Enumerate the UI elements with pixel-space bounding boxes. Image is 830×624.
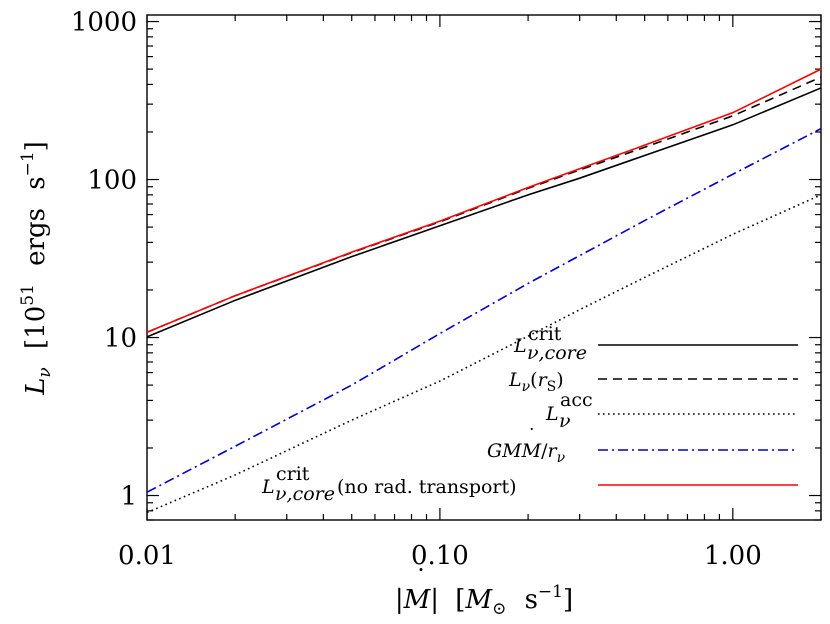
legend-label-crit: L <box>513 335 527 357</box>
legend-crit-sup: crit <box>528 323 562 345</box>
legend-label-norad: L <box>261 476 275 498</box>
x-label-unit-close: ] <box>563 585 573 615</box>
x-label-mdot: M <box>403 585 432 615</box>
x-label-unit-exp: −1 <box>538 582 563 602</box>
legend-rs-rsub: S <box>547 379 557 395</box>
legend-entry-acc: L acc ν <box>545 389 798 432</box>
y-axis-label: Lν [1051 ergs s−1] <box>10 141 57 396</box>
y-label-unit-exp: 51 <box>18 284 38 306</box>
axis-ticks <box>146 15 822 521</box>
series-line-crit <box>146 87 822 338</box>
x-tick-label: 0.01 <box>118 541 176 571</box>
series-line-gmm <box>146 127 822 493</box>
legend-label-gmm: GMM/rν <box>487 440 566 466</box>
legend-crit-sub: ν,core <box>527 342 587 364</box>
y-label-unit-close: ] <box>21 141 51 151</box>
x-axis-label: |M| [M⊙ s−1] <box>395 582 573 621</box>
legend-norad-sup: crit <box>276 463 310 485</box>
y-label-unit-open: [10 <box>21 306 51 349</box>
legend-crit-L: L <box>513 335 527 357</box>
legend-norad-L: L <box>261 476 275 498</box>
legend-label-acc: L <box>545 403 559 425</box>
legend-norad-sub: ν,core <box>275 483 335 505</box>
y-tick-label: 1000 <box>71 8 137 38</box>
legend-entry-crit: L crit ν,core <box>513 323 798 364</box>
y-label-unit-ergs: ergs <box>21 208 51 266</box>
series-layer <box>146 68 822 514</box>
legend: L crit ν,core Lν(rS) L acc ν GMM/rν <box>261 323 798 505</box>
legend-acc-L: L <box>545 403 559 425</box>
series-line-acc <box>146 194 822 514</box>
x-label-unit-s: s <box>525 585 538 615</box>
legend-rs-close: ) <box>556 369 563 391</box>
legend-label-rs: Lν(rS) <box>508 369 564 395</box>
legend-rs-open: ( <box>530 369 537 391</box>
legend-rs-L: L <box>508 369 522 391</box>
legend-norad-note: (no rad. transport) <box>337 476 517 498</box>
legend-gmm-r: r <box>548 440 559 462</box>
legend-gmm-M: M <box>521 440 542 462</box>
x-tick-label: 1.00 <box>704 541 762 571</box>
legend-rs-sub: ν <box>522 379 531 395</box>
legend-gmm-dot: ˙ <box>527 425 537 447</box>
y-tick-label: 1 <box>120 482 137 512</box>
plot-frame <box>146 14 822 521</box>
x-label-unit-msun: M <box>464 585 493 615</box>
y-label-unit-s: s <box>21 176 51 189</box>
axis-tick-labels: 0.01 0.10 1.00 1 10 100 1000 <box>71 8 762 571</box>
legend-entry-norad: L crit ν,core (no rad. transport) <box>261 463 798 505</box>
series-line-norad <box>146 68 822 333</box>
legend-gmm-GM: GM <box>487 440 522 462</box>
y-tick-label: 10 <box>104 324 137 354</box>
legend-rs-r: r <box>538 369 549 391</box>
x-label-dot: ˙ <box>415 565 428 595</box>
legend-acc-sub: ν <box>559 410 571 432</box>
x-label-unit-sun-sub: ⊙ <box>492 599 506 619</box>
y-tick-label: 100 <box>87 166 137 196</box>
y-label-unit-sexp: −1 <box>18 151 38 176</box>
x-label-unit-open: [ <box>455 585 465 615</box>
y-label-nu: ν <box>35 367 55 377</box>
x-label-bar-open: | <box>395 585 404 615</box>
legend-gmm-slash: / <box>541 440 548 462</box>
legend-gmm-rsub: ν <box>557 450 566 466</box>
legend-entry-rs: Lν(rS) <box>508 369 798 395</box>
y-label-L: L <box>21 378 51 396</box>
legend-entry-gmm: GMM/rν ˙ <box>487 425 798 466</box>
x-tick-label: 0.10 <box>411 541 469 571</box>
legend-acc-sup: acc <box>560 389 593 411</box>
x-label-bar-close: | <box>430 585 439 615</box>
